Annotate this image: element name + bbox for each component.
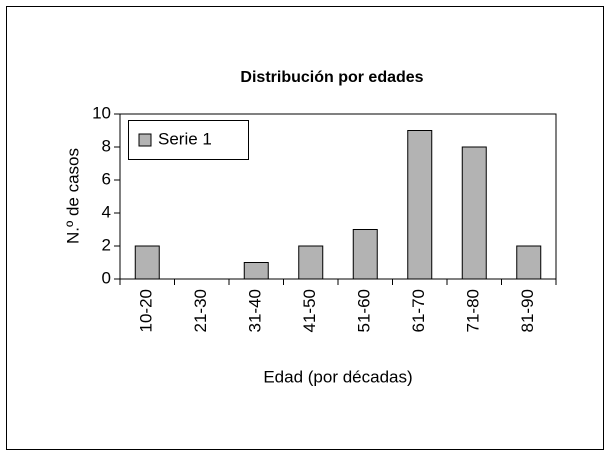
bar [461, 146, 487, 280]
y-tick-label: 2 [102, 235, 111, 254]
y-tick-label: 0 [102, 268, 111, 287]
y-tick-label: 4 [102, 202, 111, 221]
x-tick-label: 31-40 [246, 289, 265, 332]
legend-label: Serie 1 [158, 129, 212, 148]
frame [6, 6, 604, 450]
x-tick-label: 71-80 [464, 289, 483, 332]
x-tick-label: 61-70 [409, 289, 428, 332]
bar [407, 130, 433, 280]
chart-title: Distribución por edades [240, 69, 423, 86]
y-tick-label: 8 [102, 136, 111, 155]
bar [243, 262, 269, 280]
x-tick-label: 81-90 [518, 289, 537, 332]
bar [298, 245, 324, 280]
y-axis-label: N.º de casos [63, 148, 82, 244]
x-tick-label: 41-50 [300, 289, 319, 332]
bar [134, 245, 160, 280]
bar [352, 229, 378, 280]
legend-swatch [138, 133, 152, 147]
x-tick-label: 51-60 [355, 289, 374, 332]
x-tick-label: 21-30 [191, 289, 210, 332]
y-tick-label: 10 [92, 103, 111, 122]
x-tick-label: 10-20 [137, 289, 156, 332]
x-axis-label: Edad (por décadas) [263, 367, 412, 386]
y-tick-label: 6 [102, 169, 111, 188]
bar [516, 245, 542, 280]
